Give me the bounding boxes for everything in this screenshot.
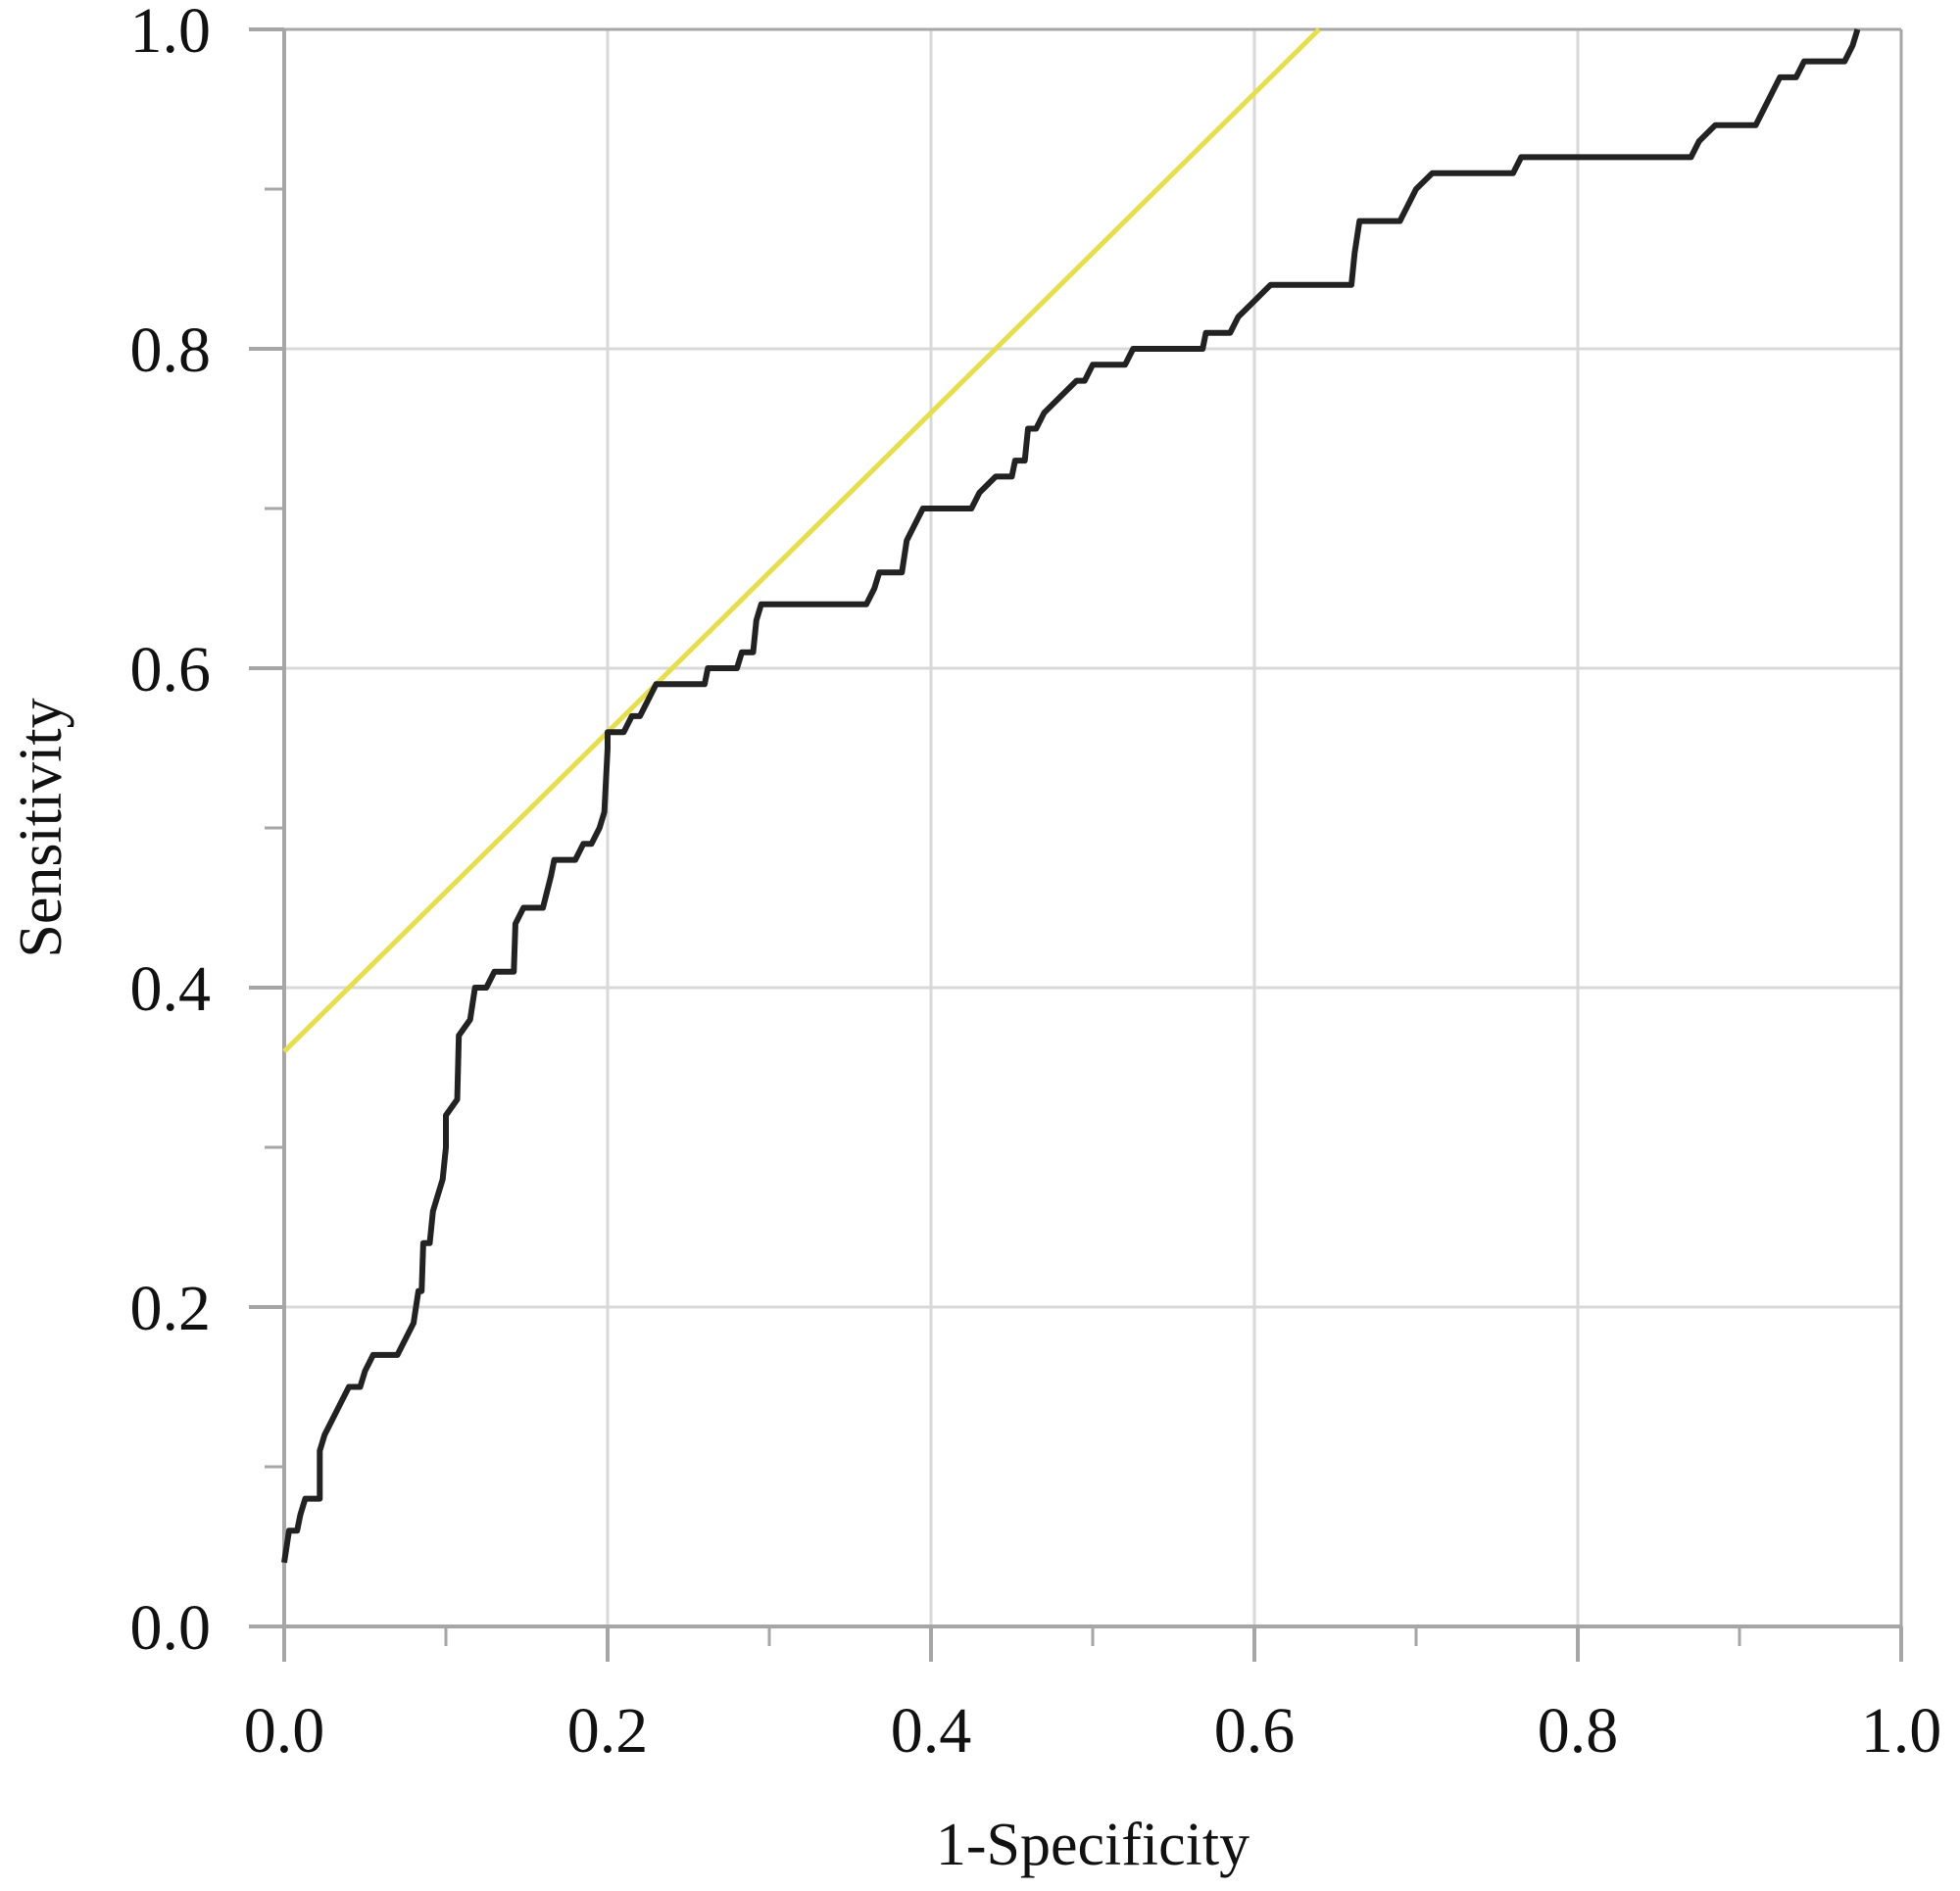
y-tick-label: 0.4 (130, 953, 212, 1025)
reference-line (282, 27, 1321, 1053)
roc-curve (281, 28, 1861, 1564)
y-tick-label: 0.2 (130, 1273, 212, 1344)
x-tick-label: 0.8 (1538, 1695, 1619, 1767)
x-tick-label: 0.4 (891, 1695, 972, 1767)
x-tick-label: 0.2 (567, 1695, 649, 1767)
series (281, 27, 1861, 1564)
y-tick-label: 1.0 (130, 0, 212, 67)
tick-labels: 0.0 0.2 0.4 0.6 0.8 1.0 0.0 0.2 0.4 0.6 0.8 1.0 (130, 0, 1942, 1767)
x-tick-label: 0.0 (244, 1695, 325, 1767)
x-tick-label: 1.0 (1861, 1695, 1942, 1767)
axes (249, 27, 1903, 1662)
y-tick-label: 0.6 (130, 634, 212, 705)
grid (284, 27, 1903, 1626)
y-tick-label: 0.0 (130, 1592, 212, 1664)
x-axis-title: 1-Specificity (936, 1812, 1250, 1878)
y-tick-label: 0.8 (130, 315, 212, 386)
y-axis-title: Sensitivity (8, 698, 74, 957)
x-tick-label: 0.6 (1214, 1695, 1296, 1767)
